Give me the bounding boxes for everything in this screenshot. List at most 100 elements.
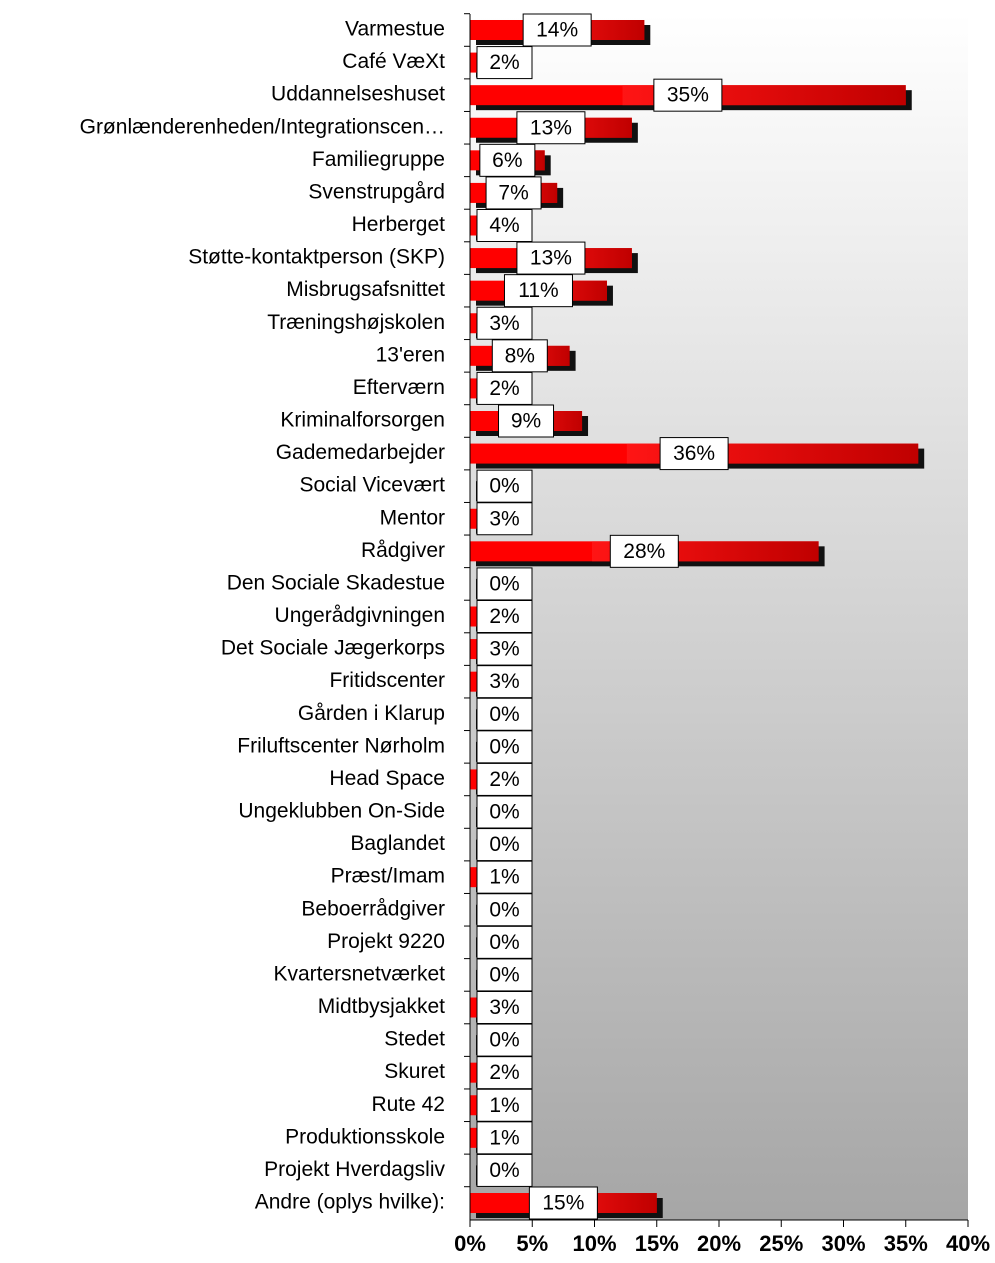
y-tick-label: Beboerrådgiver	[301, 897, 445, 920]
x-tick-label: 5%	[516, 1231, 548, 1256]
value-label: 0%	[489, 801, 519, 824]
value-label: 0%	[489, 1159, 519, 1182]
y-tick-label: Grønlænderenheden/Integrationscen…	[80, 115, 445, 138]
value-label: 3%	[489, 507, 519, 530]
value-label-box	[522, 13, 592, 47]
value-label: 1%	[489, 866, 519, 889]
value-label-box	[476, 306, 533, 340]
value-label-box	[479, 143, 536, 177]
value-label-box	[476, 502, 533, 536]
value-label: 1%	[489, 1126, 519, 1149]
y-tick-label: Friluftscenter Nørholm	[237, 734, 445, 757]
value-label-box	[476, 1088, 533, 1122]
value-label: 35%	[667, 84, 709, 107]
y-tick-label: Varmestue	[345, 18, 445, 41]
value-label: 0%	[489, 898, 519, 921]
value-label: 0%	[489, 931, 519, 954]
y-tick-label: Familiegruppe	[312, 148, 445, 171]
y-tick-label: Rådgiver	[361, 539, 445, 562]
value-label: 0%	[489, 833, 519, 856]
value-label-box	[476, 1023, 533, 1057]
value-label: 2%	[489, 51, 519, 74]
y-tick-label: Ungerådgivningen	[275, 604, 445, 627]
y-tick-label: Café VæXt	[342, 50, 445, 73]
value-label-box	[516, 241, 586, 275]
y-tick-label: Svenstrupgård	[308, 180, 445, 203]
value-label: 8%	[505, 344, 535, 367]
x-tick-label: 15%	[635, 1231, 679, 1256]
value-label-box	[503, 274, 573, 308]
value-label-box	[476, 1121, 533, 1155]
value-label-box	[476, 46, 533, 80]
y-tick-label: Andre (oplys hvilke):	[255, 1191, 445, 1214]
value-label: 15%	[542, 1192, 584, 1215]
value-label: 2%	[489, 1061, 519, 1084]
y-tick-label: Den Sociale Skadestue	[227, 571, 445, 594]
value-label-box	[476, 762, 533, 796]
value-label: 0%	[489, 1029, 519, 1052]
value-label-box	[653, 78, 723, 112]
value-label-box	[476, 893, 533, 927]
value-label: 13%	[530, 116, 572, 139]
value-label: 13%	[530, 247, 572, 270]
y-tick-label: Støtte-kontaktperson (SKP)	[188, 246, 445, 269]
y-tick-label: Herberget	[352, 213, 446, 236]
value-label-box	[476, 469, 533, 503]
x-tick-label: 40%	[946, 1231, 990, 1256]
value-label-box	[498, 404, 555, 438]
value-label: 36%	[673, 442, 715, 465]
value-label-box	[476, 567, 533, 601]
value-label-box	[476, 1056, 533, 1090]
value-label-box	[528, 1186, 598, 1220]
y-tick-label: Fritidscenter	[329, 669, 445, 692]
value-label: 9%	[511, 410, 541, 433]
x-tick-label: 10%	[572, 1231, 616, 1256]
value-label-box	[476, 795, 533, 829]
value-label: 3%	[489, 312, 519, 335]
value-label-box	[476, 828, 533, 862]
y-tick-label: Produktionsskole	[285, 1125, 445, 1148]
value-label: 3%	[489, 638, 519, 661]
value-label: 3%	[489, 670, 519, 693]
value-label-box	[476, 991, 533, 1024]
y-tick-label: Skuret	[384, 1060, 445, 1083]
y-tick-label: Træningshøjskolen	[267, 311, 445, 334]
value-label: 0%	[489, 703, 519, 726]
value-label: 6%	[492, 149, 522, 172]
x-tick-label: 25%	[759, 1231, 803, 1256]
value-label-box	[516, 111, 586, 145]
y-tick-label: Uddannelseshuset	[271, 83, 445, 106]
y-tick-label: Ungeklubben On-Side	[238, 800, 445, 823]
x-tick-label: 35%	[884, 1231, 928, 1256]
value-label-box	[476, 1153, 533, 1187]
value-label: 0%	[489, 963, 519, 986]
value-label-box	[659, 437, 729, 471]
value-label: 1%	[489, 1094, 519, 1117]
y-tick-label: Baglandet	[350, 832, 445, 855]
y-tick-label: Gademedarbejder	[276, 441, 445, 464]
value-label-box	[476, 925, 533, 959]
y-tick-label: Efterværn	[353, 376, 445, 399]
y-tick-label: Kriminalforsorgen	[280, 409, 445, 432]
value-label: 4%	[489, 214, 519, 237]
y-tick-label: Social Vicevært	[299, 474, 445, 497]
plot-area	[470, 14, 968, 1220]
y-tick-label: Misbrugsafsnittet	[286, 278, 445, 301]
value-label: 0%	[489, 572, 519, 595]
value-label-box	[485, 176, 542, 210]
value-label: 14%	[536, 19, 578, 42]
value-label-box	[476, 860, 533, 894]
value-label-box	[476, 600, 533, 633]
value-label: 2%	[489, 768, 519, 791]
value-label-box	[476, 665, 533, 699]
y-tick-label: Kvartersnetværket	[273, 962, 445, 985]
y-tick-label: Gården i Klarup	[298, 702, 445, 725]
value-label: 0%	[489, 735, 519, 758]
y-tick-label: Mentor	[380, 506, 445, 529]
value-label-box	[476, 209, 533, 242]
value-label-box	[476, 730, 533, 764]
value-label-box	[476, 632, 533, 666]
y-tick-label: 13'eren	[376, 343, 445, 366]
y-tick-label: Midtbysjakket	[318, 995, 445, 1018]
